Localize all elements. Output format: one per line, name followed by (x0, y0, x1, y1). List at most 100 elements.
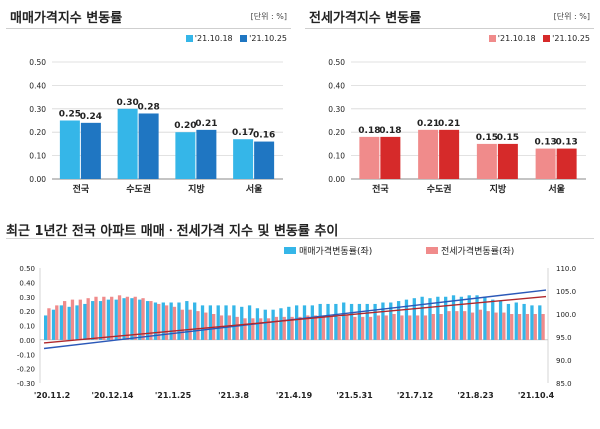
trend-sale-bar (444, 296, 448, 340)
trend-sale-bar (404, 299, 409, 340)
trend-sale-bar (318, 303, 322, 340)
trend-sale-bar (357, 303, 362, 340)
trend-xtick-label: '21.8.23 (457, 391, 493, 400)
sale-data-label: 0.28 (138, 102, 160, 112)
trend-jeonse-bar (345, 315, 349, 340)
sale-ytick-label: 0.20 (29, 128, 46, 137)
trend-jeonse-bar (266, 318, 271, 340)
sale-data-label: 0.17 (232, 128, 254, 138)
trend-sale-bar (538, 305, 542, 340)
trend-xtick-label: '20.11.2 (34, 391, 70, 400)
trend-sale-bar (310, 305, 314, 340)
jeonse-legend-curr: '21.10.25 (552, 34, 590, 43)
trend-jeonse-bar (321, 315, 326, 340)
trend-sale-bar (185, 301, 189, 340)
trend-title-divider (6, 238, 594, 239)
trend-sale-bar (240, 306, 244, 340)
jeonse-unit-label: [단위 : %] (553, 12, 590, 21)
trend-legend-jeonse: 전세가격변동률(좌) (426, 244, 514, 257)
trend-sale-bar (506, 303, 511, 340)
trend-sale-bar (224, 305, 228, 340)
trend-sale-bar (381, 302, 385, 340)
trend-sale-bar (193, 302, 197, 340)
trend-jeonse-bar (259, 318, 263, 340)
trend-sale-index-line (43, 289, 547, 350)
trend-sale-bar (208, 305, 213, 340)
trend-jeonse-bar (353, 316, 357, 340)
trend-sale-bar (373, 303, 377, 340)
jeonse-data-label: 0.15 (497, 133, 519, 143)
trend-sale-bar (428, 298, 432, 340)
trend-jeonse-bar (227, 315, 231, 340)
trend-jeonse-bar (392, 314, 396, 340)
trend-sale-bar (412, 298, 416, 340)
trend-sale-bar (247, 305, 252, 340)
trend-jeonse-bar (400, 315, 404, 340)
trend-sale-bar (491, 299, 495, 340)
trend-sale-bar (67, 306, 71, 340)
trend-jeonse-bar (447, 311, 451, 340)
trend-sale-bar (459, 296, 464, 340)
jeonse-bar (476, 143, 497, 179)
sale-bar-chart: 0.000.100.200.300.400.500.250.24전국0.300.… (29, 58, 283, 195)
trend-jeonse-bar (486, 311, 490, 340)
sale-bar (196, 129, 217, 179)
jeonse-change-panel: 전세가격지수 변동률 [단위 : %] '21.10.18 '21.10.25 … (305, 4, 594, 195)
sale-bar (254, 141, 275, 179)
trend-jeonse-bar (212, 314, 216, 340)
sale-bar (59, 120, 80, 179)
trend-jeonse-bar (494, 312, 498, 340)
jeonse-legend-swatch-curr (543, 35, 551, 42)
jeonse-data-label: 0.15 (476, 133, 498, 143)
trend-sale-bar (44, 315, 48, 340)
sale-data-label: 0.30 (117, 98, 139, 108)
trend-jeonse-bar (431, 314, 435, 340)
trend-sale-bar (145, 301, 150, 340)
trend-jeonse-bar (235, 316, 239, 340)
trend-sale-bar (130, 298, 134, 340)
trend-jeonse-bar (172, 306, 177, 340)
trend-xtick-label: '21.4.19 (276, 391, 313, 400)
trend-sale-bar (475, 295, 479, 340)
trend-chart-title: 최근 1년간 전국 아파트 매매ㆍ전세가격 지수 및 변동률 추이 (6, 224, 339, 239)
sale-data-label: 0.25 (59, 110, 81, 120)
trend-jeonse-bar (298, 316, 302, 340)
sale-bar (233, 139, 254, 179)
trend-legend-sale-label: 매매가격변동률(좌) (299, 247, 373, 257)
trend-xtick-label: '21.3.8 (218, 391, 249, 400)
trend-sale-bar (334, 303, 338, 340)
trend-jeonse-bar (533, 314, 537, 340)
sale-legend-prev: '21.10.18 (194, 34, 233, 43)
trend-jeonse-bar (525, 314, 530, 340)
trend-sale-bar (106, 299, 111, 340)
jeonse-data-label: 0.13 (535, 138, 557, 148)
trend-jeonse-bar (329, 316, 333, 340)
trend-sale-bar (287, 306, 291, 340)
trend-jeonse-bar (110, 296, 114, 340)
trend-jeonse-bar (274, 316, 279, 340)
trend-sale-bar (59, 305, 63, 340)
jeonse-bar (439, 129, 460, 179)
sale-title-bar: 매매가격지수 변동률 [단위 : %] (6, 4, 291, 29)
jeonse-data-label: 0.21 (438, 119, 460, 129)
trend-sale-bar (75, 305, 79, 340)
jeonse-legend-prev: '21.10.18 (497, 34, 536, 43)
jeonse-bar (380, 136, 401, 179)
trend-jeonse-bar (478, 309, 482, 340)
trend-jeonse-bar (55, 305, 59, 340)
jeonse-ytick-label: 0.40 (328, 81, 345, 90)
jeonse-ytick-label: 0.30 (328, 105, 345, 114)
trend-jeonse-bar (455, 311, 459, 340)
trend-right-ytick-label: 100.0 (556, 311, 576, 319)
trend-sale-bar (138, 299, 142, 340)
trend-jeonse-bar (423, 315, 428, 340)
trend-sale-bar (122, 298, 126, 340)
trend-xtick-label: '21.5.31 (336, 391, 373, 400)
trend-sale-bar (522, 303, 526, 340)
trend-sale-bar (483, 296, 487, 340)
sale-ytick-label: 0.00 (29, 175, 46, 184)
trend-jeonse-bar (149, 301, 153, 340)
sale-ytick-label: 0.50 (29, 58, 46, 67)
jeonse-bar (418, 129, 439, 179)
jeonse-bar-chart: 0.000.100.200.300.400.500.180.18전국0.210.… (328, 58, 586, 195)
